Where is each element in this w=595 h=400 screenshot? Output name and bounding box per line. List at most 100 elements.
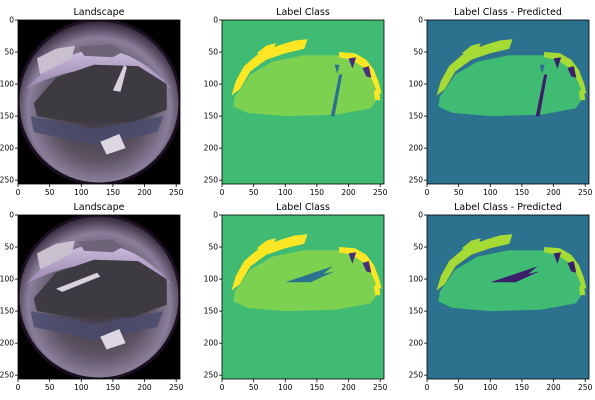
cars-region (37, 45, 75, 75)
y-tick-label: 50 (208, 243, 218, 252)
class-sky (256, 238, 276, 251)
y-tick-label: 200 (204, 144, 219, 153)
x-tick-label: 100 (278, 188, 293, 197)
x-tick-label: 250 (169, 188, 184, 197)
y-tick-label: 0 (9, 211, 14, 220)
panel-image (222, 20, 384, 184)
x-tick-label: 50 (45, 383, 55, 392)
y-tick-label: 50 (4, 48, 14, 57)
panel-image (18, 20, 180, 184)
y-tick-label: 150 (204, 307, 219, 316)
x-tick-label: 50 (249, 383, 259, 392)
x-tick-label: 200 (546, 383, 561, 392)
near-ground (30, 116, 164, 145)
class-sky (578, 87, 586, 101)
x-tick-label: 250 (578, 383, 593, 392)
building-region (78, 44, 123, 58)
y-tick-label: 250 (204, 176, 219, 185)
x-tick-label: 0 (16, 383, 21, 392)
x-tick-label: 0 (425, 383, 430, 392)
y-tick-label: 250 (0, 371, 14, 380)
panel-title: Label Class - Predicted (454, 7, 562, 18)
x-tick-label: 50 (454, 188, 464, 197)
x-tick-label: 250 (373, 383, 388, 392)
cars-region (37, 240, 75, 270)
panel-image (222, 215, 384, 379)
axes-frame (426, 19, 590, 185)
painted-number (100, 329, 126, 350)
axes-frame (17, 214, 181, 380)
building-region (78, 239, 123, 253)
panel-image (427, 20, 589, 184)
y-tick-label: 0 (213, 16, 218, 25)
x-tick-label: 0 (16, 188, 21, 197)
class-sky (578, 282, 586, 296)
y-tick-label: 150 (0, 307, 14, 316)
y-tick-label: 100 (0, 80, 14, 89)
axes-frame (221, 214, 385, 380)
class-object (362, 66, 372, 78)
y-tick-label: 100 (409, 275, 424, 284)
class-sky (461, 43, 481, 56)
class-sky (373, 87, 381, 101)
class-sky (256, 43, 276, 56)
panel-title: Landscape (73, 7, 124, 18)
x-tick-label: 200 (341, 188, 356, 197)
x-tick-label: 150 (106, 188, 121, 197)
y-tick-label: 100 (0, 275, 14, 284)
panel-title: Label Class (276, 7, 330, 18)
y-tick-label: 0 (418, 16, 423, 25)
y-tick-label: 200 (0, 144, 14, 153)
class-object (348, 57, 357, 69)
x-tick-label: 100 (74, 188, 89, 197)
panel-title: Landscape (73, 202, 124, 213)
class-sky (373, 282, 381, 296)
y-tick-label: 50 (208, 48, 218, 57)
y-tick-label: 200 (409, 144, 424, 153)
class-object (348, 252, 357, 264)
y-tick-label: 200 (409, 339, 424, 348)
x-tick-label: 0 (220, 383, 225, 392)
y-tick-label: 150 (0, 112, 14, 121)
x-tick-label: 250 (373, 188, 388, 197)
y-tick-label: 150 (204, 112, 219, 121)
class-sign (539, 64, 545, 74)
axes-frame (17, 19, 181, 185)
class-road (233, 55, 379, 117)
arrow-marking (56, 272, 101, 292)
y-tick-label: 150 (409, 112, 424, 121)
axes-frame (221, 19, 385, 185)
y-tick-label: 250 (409, 176, 424, 185)
class-object (567, 66, 577, 78)
panel-title: Label Class (276, 202, 330, 213)
road-surface (33, 259, 167, 318)
class-road (438, 55, 584, 117)
y-tick-label: 250 (409, 371, 424, 380)
class-object (362, 261, 372, 273)
x-tick-label: 200 (137, 188, 152, 197)
y-tick-label: 250 (204, 371, 219, 380)
y-tick-label: 100 (409, 80, 424, 89)
y-tick-label: 50 (4, 243, 14, 252)
x-tick-label: 100 (483, 383, 498, 392)
y-tick-label: 0 (9, 16, 14, 25)
class-arrow (490, 266, 540, 283)
x-tick-label: 0 (425, 188, 430, 197)
x-tick-label: 150 (515, 383, 530, 392)
x-tick-label: 50 (454, 383, 464, 392)
axes-frame (426, 214, 590, 380)
x-tick-label: 100 (278, 383, 293, 392)
x-tick-label: 200 (546, 188, 561, 197)
y-tick-label: 250 (0, 176, 14, 185)
x-tick-label: 250 (169, 383, 184, 392)
y-tick-label: 100 (204, 275, 219, 284)
class-object (567, 261, 577, 273)
x-tick-label: 100 (74, 383, 89, 392)
class-sign-pole (535, 74, 548, 117)
